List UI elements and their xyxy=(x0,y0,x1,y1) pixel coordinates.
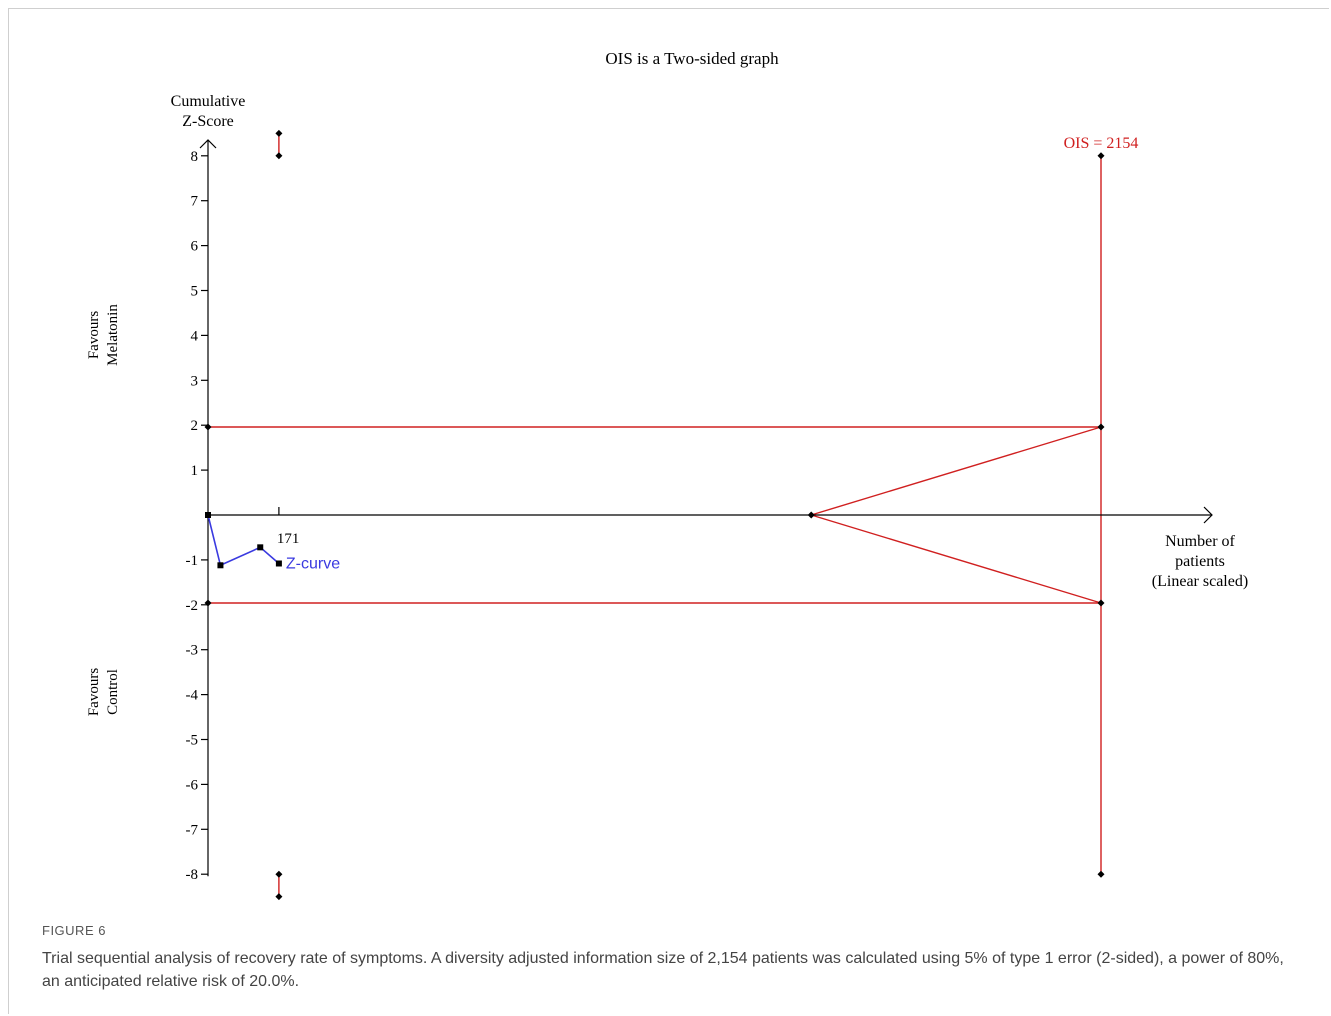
z-curve-point xyxy=(275,560,282,567)
z-curve-line xyxy=(207,514,280,567)
y-tick-label: 4 xyxy=(191,328,199,344)
y-tick-label: -2 xyxy=(186,598,199,614)
y-tick-label: -8 xyxy=(186,867,199,883)
y-axis-label: Z-Score xyxy=(182,113,234,130)
ois-marker xyxy=(1097,152,1105,160)
alpha-spending-marker xyxy=(275,870,283,878)
alpha-spending-marker xyxy=(275,893,283,901)
x-axis-arrow xyxy=(1203,506,1213,524)
figure-label: FIGURE 6 xyxy=(42,923,106,938)
favours-melatonin-label: Favours xyxy=(86,311,102,359)
z-curve-point xyxy=(217,562,224,569)
y-tick-label: -6 xyxy=(186,777,199,793)
y-tick-label: -1 xyxy=(186,553,199,569)
y-axis-arrow xyxy=(199,139,217,149)
alpha-spending-marker xyxy=(275,129,283,137)
y-tick-label: -3 xyxy=(186,643,199,659)
y-tick-label: 6 xyxy=(191,239,199,255)
y-tick-label: -4 xyxy=(186,688,199,704)
y-tick-label: 8 xyxy=(191,149,199,165)
alpha-spending-marker xyxy=(275,152,283,160)
figure-frame xyxy=(8,8,1329,1014)
favours-control-label: Control xyxy=(105,669,121,715)
x-axis-label: patients xyxy=(1175,553,1225,570)
ois-marker xyxy=(1097,870,1105,878)
boundary-marker xyxy=(1097,599,1105,607)
z-curve-label: Z-curve xyxy=(286,555,340,572)
y-tick-label: -5 xyxy=(186,733,199,749)
z-curve-point xyxy=(205,512,211,518)
x-tick-label: 171 xyxy=(277,531,300,547)
upper-futility-boundary xyxy=(811,426,1102,516)
y-tick-label: 2 xyxy=(191,418,199,434)
y-tick-label: 1 xyxy=(191,463,199,479)
y-tick-label: 5 xyxy=(191,284,199,300)
ois-label: OIS = 2154 xyxy=(1064,135,1139,152)
boundary-marker xyxy=(1097,423,1105,431)
y-axis-label: Cumulative xyxy=(171,93,246,110)
y-tick-label: 7 xyxy=(191,194,199,210)
tsa-chart: 8 7 6 5 4 3 2 1 -1 -2 -3 -4 -5 -6 -7 -8 171 Z-curve OIS … xyxy=(86,49,1248,901)
x-axis-label: Number of xyxy=(1165,533,1235,550)
y-tick-label: 3 xyxy=(191,373,199,389)
favours-melatonin-label: Melatonin xyxy=(105,304,121,366)
z-curve-point xyxy=(257,544,264,551)
lower-futility-boundary xyxy=(811,514,1102,604)
figure-caption: Trial sequential analysis of recovery ra… xyxy=(42,950,1284,990)
chart-title: OIS is a Two-sided graph xyxy=(605,49,779,68)
y-tick-label: -7 xyxy=(186,822,199,838)
favours-control-label: Favours xyxy=(86,668,102,716)
x-axis-label: (Linear scaled) xyxy=(1152,573,1248,590)
